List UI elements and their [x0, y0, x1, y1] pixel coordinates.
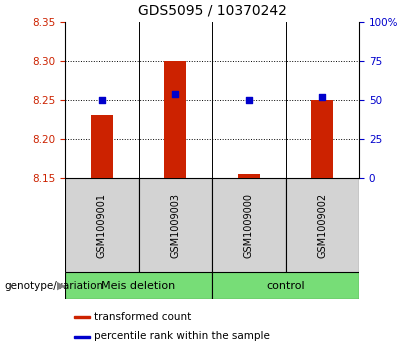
- Bar: [311, 100, 333, 178]
- Bar: [164, 61, 186, 178]
- Point: [319, 94, 326, 99]
- Bar: [212, 178, 286, 272]
- Text: GSM1009002: GSM1009002: [318, 192, 327, 258]
- Point: [172, 91, 179, 97]
- Bar: [212, 272, 359, 299]
- Point: [245, 97, 252, 103]
- Text: transformed count: transformed count: [94, 311, 192, 322]
- Bar: [91, 115, 113, 178]
- Bar: [74, 316, 90, 318]
- Bar: [238, 174, 260, 178]
- Title: GDS5095 / 10370242: GDS5095 / 10370242: [138, 4, 286, 18]
- Bar: [139, 178, 212, 272]
- Bar: [65, 178, 139, 272]
- Text: Meis deletion: Meis deletion: [102, 281, 176, 291]
- Bar: [65, 272, 212, 299]
- Text: ▶: ▶: [57, 281, 65, 291]
- Text: GSM1009000: GSM1009000: [244, 192, 254, 258]
- Point: [98, 97, 105, 103]
- Text: GSM1009003: GSM1009003: [171, 192, 180, 258]
- Text: control: control: [266, 281, 305, 291]
- Text: genotype/variation: genotype/variation: [4, 281, 103, 291]
- Bar: [74, 336, 90, 338]
- Bar: [286, 178, 359, 272]
- Text: GSM1009001: GSM1009001: [97, 192, 107, 258]
- Text: percentile rank within the sample: percentile rank within the sample: [94, 331, 270, 341]
